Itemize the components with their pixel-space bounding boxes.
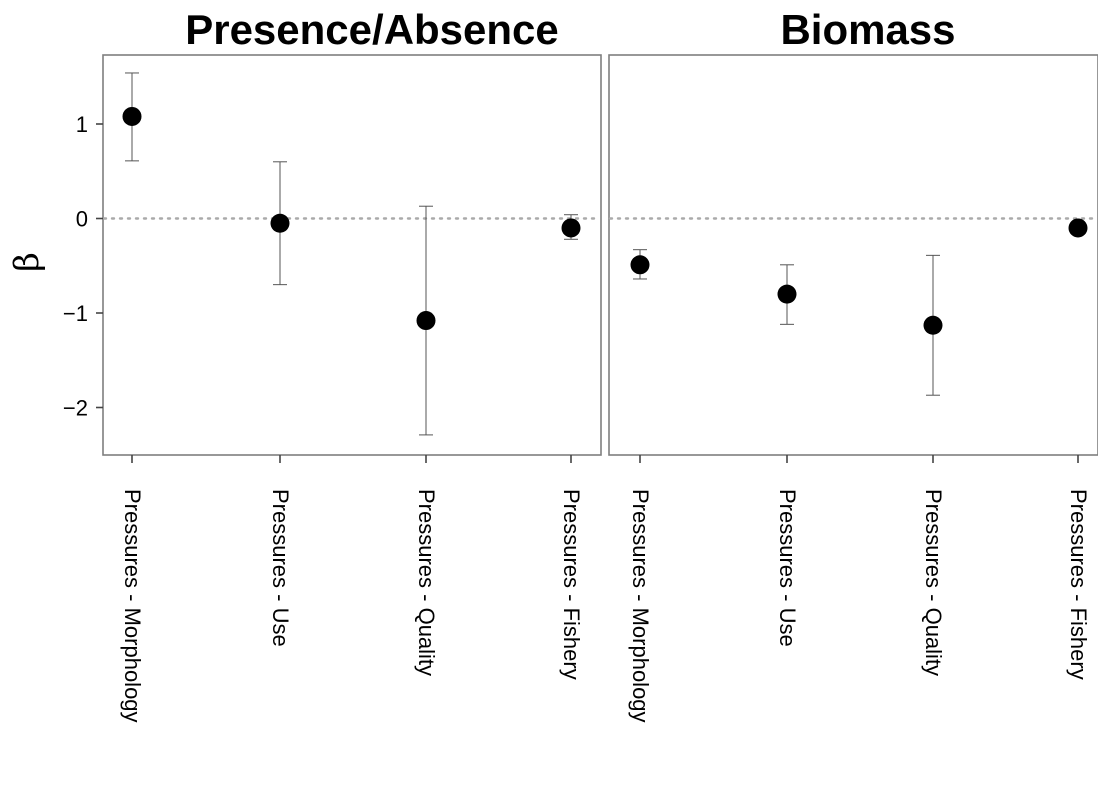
data-point [122,106,142,126]
x-tick-label: Pressures - Fishery [1066,489,1091,680]
y-tick-label: 0 [76,207,88,232]
y-tick-label: −1 [63,301,88,326]
data-point [630,255,650,275]
y-axis-title: β [7,252,47,272]
data-point [1068,218,1088,238]
x-tick-label: Pressures - Use [775,489,800,647]
x-tick-label: Pressures - Morphology [120,489,145,723]
data-point [561,218,581,238]
y-tick-label: 1 [76,112,88,137]
x-tick-label: Pressures - Fishery [559,489,584,680]
data-point [777,284,797,304]
x-tick-label: Pressures - Use [268,489,293,647]
x-tick-label: Pressures - Quality [921,489,946,676]
panel-border [608,54,1098,456]
data-point [923,315,943,335]
panel-title: Presence/Absence [185,6,559,53]
data-point [270,213,290,233]
panel-title: Biomass [780,6,955,53]
data-point [416,311,436,331]
x-tick-label: Pressures - Morphology [628,489,653,723]
x-tick-label: Pressures - Quality [414,489,439,676]
panel-border [102,54,602,456]
y-tick-label: −2 [63,396,88,421]
